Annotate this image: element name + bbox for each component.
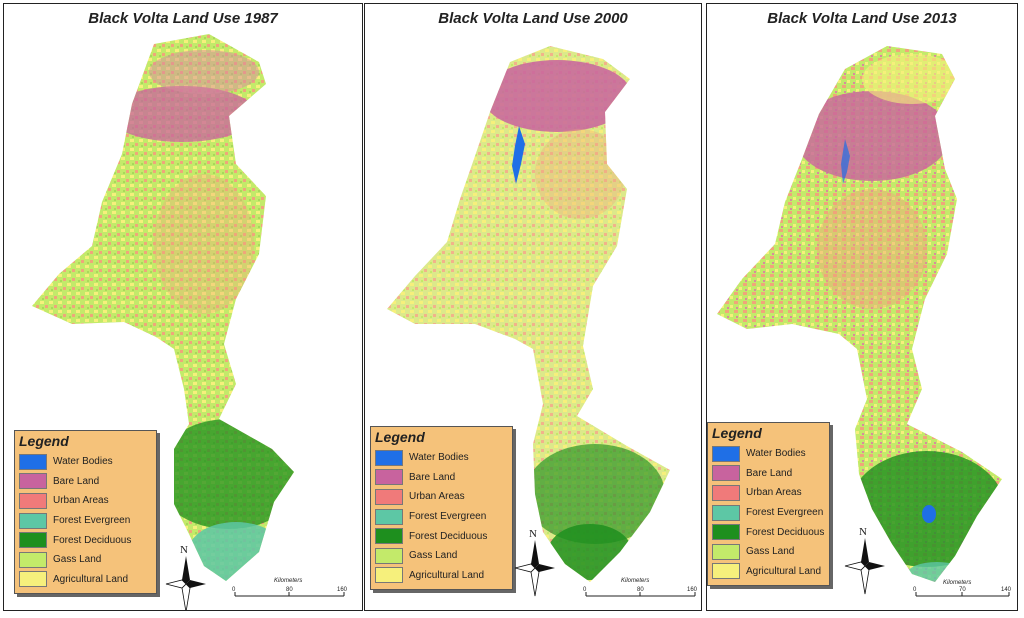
legend-swatch <box>375 508 403 525</box>
legend-swatch <box>375 469 403 486</box>
scale-tick: 70 <box>959 587 966 593</box>
map-panel-2000: Black Volta Land Use 2000 Legend Water B… <box>364 3 702 611</box>
scale-tick: 80 <box>286 587 293 593</box>
legend-item-forest-evergreen: Forest Evergreen <box>19 511 152 531</box>
legend-swatch <box>19 551 47 568</box>
scale-title: Kilometers <box>274 578 303 584</box>
map-panel-1987: Black Volta Land Use 1987 Legend Water B… <box>3 3 363 611</box>
legend: Legend Water Bodies Bare Land Urban Area… <box>707 422 830 587</box>
legend-item-bare-land: Bare Land <box>712 464 825 484</box>
map-title: Black Volta Land Use 2013 <box>767 10 957 27</box>
legend-swatch <box>375 528 403 545</box>
scale-tick: 140 <box>1001 587 1012 593</box>
scale-tick: 160 <box>337 587 348 593</box>
legend-item-urban-areas: Urban Areas <box>712 483 825 503</box>
legend-swatch <box>375 449 403 466</box>
legend-item-forest-deciduous: Forest Deciduous <box>375 526 508 546</box>
north-label: N <box>859 526 867 538</box>
legend-title: Legend <box>375 429 425 445</box>
legend-item-forest-evergreen: Forest Evergreen <box>712 503 825 523</box>
legend-item-water-bodies: Water Bodies <box>712 444 825 464</box>
north-arrow-icon <box>165 556 206 610</box>
legend: Legend Water Bodies Bare Land Urban Area… <box>370 426 513 591</box>
scale-bar <box>915 592 1010 597</box>
north-label: N <box>180 544 188 556</box>
legend-swatch <box>375 567 403 584</box>
scale-title: Kilometers <box>943 580 972 586</box>
north-arrow-icon <box>514 540 555 597</box>
north-label: N <box>529 528 537 540</box>
map-panel-2013: Black Volta Land Use 2013 Legend Water B… <box>706 3 1018 611</box>
legend-swatch <box>19 473 47 490</box>
legend-item-urban-areas: Urban Areas <box>375 487 508 507</box>
legend-swatch <box>712 484 740 501</box>
legend-item-bare-land: Bare Land <box>375 468 508 488</box>
legend-item-gass-land: Gass Land <box>19 550 152 570</box>
legend-swatch <box>712 563 740 580</box>
scale-bar <box>234 592 345 597</box>
legend-item-agricultural-land: Agricultural Land <box>375 566 508 586</box>
legend-swatch <box>19 492 47 509</box>
legend-swatch <box>712 543 740 560</box>
scale-tick: 80 <box>637 587 644 593</box>
scale-tick: 0 <box>232 587 236 593</box>
legend-item-water-bodies: Water Bodies <box>375 448 508 468</box>
legend-swatch <box>19 571 47 588</box>
scale-tick: 160 <box>687 587 698 593</box>
legend-item-urban-areas: Urban Areas <box>19 491 152 511</box>
legend-swatch <box>19 453 47 470</box>
basin-map-2000 <box>387 46 670 582</box>
legend-swatch <box>712 445 740 462</box>
legend-item-forest-deciduous: Forest Deciduous <box>712 522 825 542</box>
legend: Legend Water Bodies Bare Land Urban Area… <box>14 430 157 595</box>
legend-item-forest-evergreen: Forest Evergreen <box>375 507 508 527</box>
north-arrow-icon <box>844 538 885 595</box>
legend-item-agricultural-land: Agricultural Land <box>19 570 152 590</box>
map-title: Black Volta Land Use 2000 <box>438 10 628 27</box>
scale-tick: 0 <box>583 587 587 593</box>
legend-item-water-bodies: Water Bodies <box>19 452 152 472</box>
legend-swatch <box>712 465 740 482</box>
legend-swatch <box>19 532 47 549</box>
legend-title: Legend <box>712 425 762 441</box>
legend-item-bare-land: Bare Land <box>19 472 152 492</box>
legend-swatch <box>19 512 47 529</box>
legend-item-gass-land: Gass Land <box>712 542 825 562</box>
scale-bar <box>585 592 696 597</box>
legend-swatch <box>375 547 403 564</box>
map-title: Black Volta Land Use 1987 <box>88 10 278 27</box>
legend-title: Legend <box>19 433 69 449</box>
legend-item-agricultural-land: Agricultural Land <box>712 562 825 582</box>
scale-tick: 0 <box>913 587 917 593</box>
legend-swatch <box>712 524 740 541</box>
legend-swatch <box>375 488 403 505</box>
legend-item-forest-deciduous: Forest Deciduous <box>19 530 152 550</box>
scale-title: Kilometers <box>621 578 650 584</box>
legend-item-gass-land: Gass Land <box>375 546 508 566</box>
legend-swatch <box>712 504 740 521</box>
